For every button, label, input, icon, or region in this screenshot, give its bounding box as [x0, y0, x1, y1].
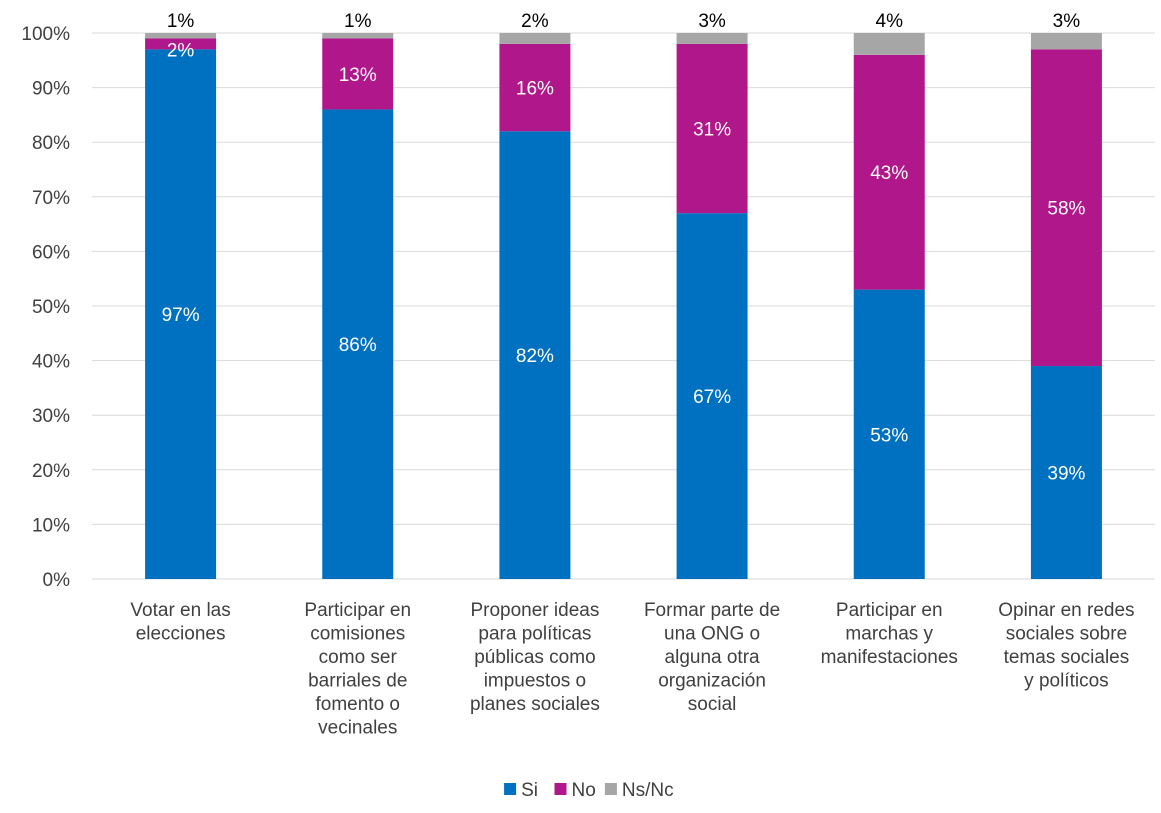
y-tick-label: 100% [21, 24, 70, 45]
legend-swatch-ns-nc [604, 783, 617, 795]
bar-segment-ns-nc [1030, 33, 1102, 50]
legend-label: No [572, 780, 596, 801]
data-label: 3% [1053, 11, 1081, 32]
y-tick-label: 30% [32, 406, 70, 427]
data-label: 2% [167, 40, 195, 61]
bar-segment-si [676, 213, 748, 579]
data-label: 67% [693, 387, 731, 408]
bar-segment-ns-nc [499, 33, 571, 44]
y-tick-label: 10% [32, 515, 70, 536]
x-category-label: Participar en comisiones como ser barriales… [304, 600, 411, 739]
data-label: 43% [870, 163, 908, 184]
data-label: 13% [339, 65, 377, 86]
x-category-label: Participar en marchas y manifestaciones [821, 600, 958, 668]
bar-segment-no [1030, 49, 1102, 367]
data-label: 1% [167, 11, 195, 32]
legend-swatch-no [554, 783, 567, 795]
bars [145, 33, 1102, 579]
bar-segment-ns-nc [676, 33, 748, 44]
x-axis-category-labels: Votar en las elecciones Participar en comis… [130, 600, 1134, 739]
bar-segment-si [853, 289, 925, 579]
bar-segment-si [322, 109, 394, 579]
bar-segment-ns-nc [145, 33, 217, 39]
data-label: 31% [693, 120, 731, 141]
y-tick-label: 0% [43, 570, 71, 591]
data-label: 39% [1047, 464, 1085, 485]
y-tick-label: 60% [32, 242, 70, 263]
gridlines [92, 32, 1155, 580]
bar-segment-no [499, 43, 571, 132]
legend: Si No Ns/Nc [504, 780, 674, 801]
legend-swatch-si [504, 783, 517, 795]
x-category-label: Votar en las elecciones [130, 600, 230, 645]
x-category-label: Proponer ideas para políticas públicas com… [470, 600, 600, 715]
bar-segment-si [145, 49, 217, 579]
data-label: 82% [516, 346, 554, 367]
data-label: 58% [1047, 199, 1085, 220]
bar-segment-ns-nc [322, 33, 394, 39]
bar-segment-si [1030, 366, 1102, 579]
bar-segment-si [499, 131, 571, 579]
data-labels: 97% 2% 1% 86% 13% 1% 82% 16% 2% 67% 31% 3% 53% 43% 4% 3… [162, 11, 1086, 485]
y-tick-label: 80% [32, 133, 70, 154]
legend-label: Ns/Nc [622, 780, 674, 801]
y-tick-label: 50% [32, 297, 70, 318]
data-label: 16% [516, 79, 554, 100]
y-tick-label: 20% [32, 461, 70, 482]
data-label: 97% [162, 305, 200, 326]
y-tick-label: 70% [32, 188, 70, 209]
y-tick-label: 40% [32, 352, 70, 373]
bar-segment-no [676, 43, 748, 214]
x-category-label: Opinar en redes sociales sobre temas socia… [998, 600, 1134, 692]
bar-segment-no [322, 38, 394, 110]
y-tick-label: 90% [32, 79, 70, 100]
data-label: 1% [344, 11, 372, 32]
y-axis-tick-labels: 0% 10% 20% 30% 40% 50% 60% 70% 80% 90% 100% [21, 24, 70, 591]
data-label: 2% [521, 11, 549, 32]
data-label: 86% [339, 335, 377, 356]
data-label: 3% [698, 11, 726, 32]
x-category-label: Formar parte de una ONG o alguna otra organ… [644, 600, 780, 715]
legend-label: Si [521, 780, 538, 801]
data-label: 4% [876, 11, 904, 32]
bar-segment-ns-nc [853, 33, 925, 55]
data-label: 53% [870, 425, 908, 446]
bar-segment-no [853, 54, 925, 290]
bar-segment-no [145, 38, 217, 50]
